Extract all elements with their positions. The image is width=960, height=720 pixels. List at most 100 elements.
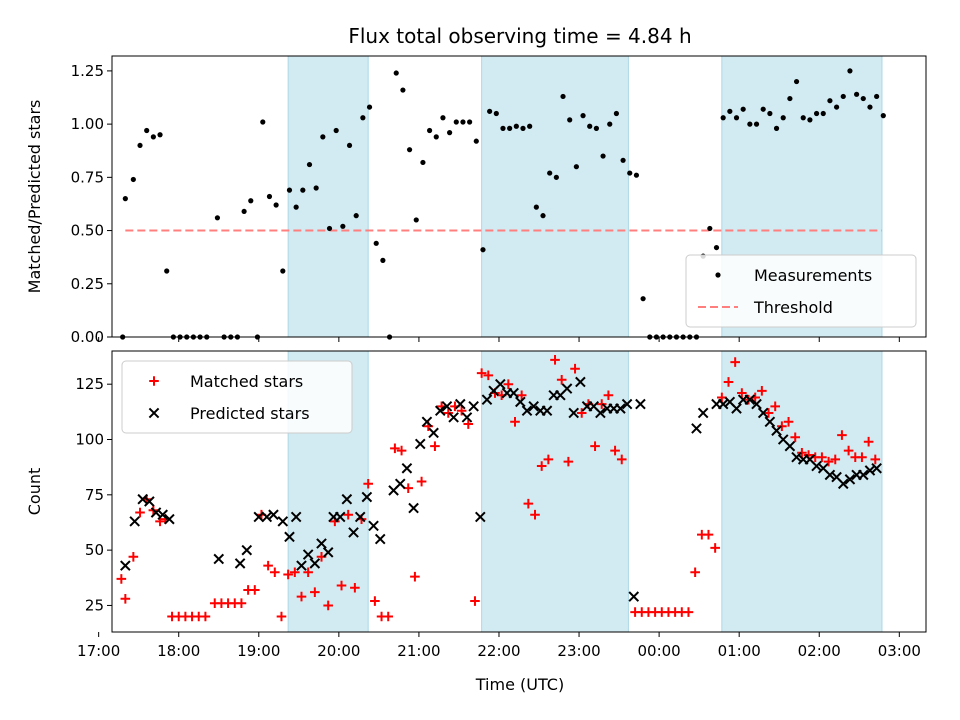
data-point <box>144 127 150 134</box>
data-point <box>757 407 769 419</box>
data-point <box>751 398 762 410</box>
data-point <box>309 558 321 569</box>
data-point <box>513 123 519 129</box>
data-point <box>322 547 334 558</box>
data-point <box>817 452 827 463</box>
data-point <box>346 142 353 149</box>
data-point <box>213 553 225 565</box>
data-point <box>811 460 822 472</box>
data-point <box>296 560 307 571</box>
y-tick-label: 100 <box>75 431 104 449</box>
data-point <box>760 106 766 112</box>
data-point <box>717 398 729 410</box>
data-point <box>481 394 493 405</box>
data-point <box>837 430 847 440</box>
data-point <box>720 115 726 121</box>
y-axis-label: Matched/Predicted stars <box>25 100 44 294</box>
data-point <box>461 412 473 423</box>
data-point <box>443 408 454 418</box>
data-point <box>353 213 359 219</box>
data-point <box>414 438 426 450</box>
data-point <box>241 208 247 215</box>
data-point <box>823 456 834 467</box>
data-point <box>540 213 546 219</box>
data-point <box>683 607 694 617</box>
data-point <box>523 498 534 509</box>
data-point <box>510 417 520 427</box>
data-point <box>744 394 756 405</box>
data-point <box>313 185 319 191</box>
data-point <box>844 474 856 485</box>
data-point <box>137 493 148 505</box>
data-point <box>361 491 373 503</box>
data-point <box>628 591 640 602</box>
data-point <box>633 172 640 178</box>
data-point <box>284 531 295 543</box>
data-point <box>137 142 143 149</box>
data-point <box>277 516 289 527</box>
data-point <box>433 134 439 140</box>
data-point <box>730 357 740 367</box>
data-point <box>713 244 720 251</box>
legend-box <box>121 360 353 434</box>
data-point <box>516 390 527 401</box>
data-point <box>421 416 433 428</box>
y-tick-label: 25 <box>85 596 104 614</box>
data-point <box>528 401 539 412</box>
data-point <box>556 374 567 385</box>
data-point <box>503 379 514 389</box>
data-point <box>150 507 162 518</box>
data-point <box>416 476 427 487</box>
data-point <box>827 98 833 104</box>
data-point <box>613 110 620 117</box>
data-point <box>833 104 840 110</box>
data-point <box>164 268 170 274</box>
data-point <box>587 123 593 129</box>
y-tick-label: 0.75 <box>71 168 104 186</box>
data-point <box>253 511 265 523</box>
data-point <box>390 443 400 454</box>
data-point <box>830 454 841 465</box>
data-point <box>320 134 326 140</box>
y-tick-label: 1.00 <box>71 115 104 133</box>
data-point <box>286 187 293 193</box>
data-point <box>723 377 734 387</box>
data-point <box>348 527 359 538</box>
x-tick-label: 01:00 <box>718 642 761 660</box>
data-point <box>731 403 742 414</box>
data-point <box>248 198 254 204</box>
chart-title: Flux total observing time = 4.84 h <box>348 24 691 48</box>
data-point <box>807 117 813 123</box>
data-point <box>596 399 607 409</box>
data-point <box>368 520 379 532</box>
data-point <box>273 202 279 208</box>
data-point <box>200 611 211 622</box>
data-point <box>393 70 399 76</box>
legend-label: Measurements <box>754 266 872 285</box>
data-point <box>363 478 374 489</box>
data-point <box>763 408 774 418</box>
data-point <box>547 170 553 176</box>
data-point <box>520 125 526 131</box>
data-point <box>590 441 600 451</box>
data-point <box>753 121 760 127</box>
data-point <box>690 567 700 578</box>
data-point <box>290 567 300 578</box>
data-point <box>410 571 420 582</box>
data-point <box>441 401 453 412</box>
data-point <box>157 509 169 521</box>
data-point <box>493 110 499 117</box>
data-point <box>764 416 776 428</box>
data-point <box>456 405 467 416</box>
data-point <box>241 544 253 556</box>
data-point <box>635 398 646 410</box>
data-point <box>341 493 353 505</box>
data-point <box>533 204 539 210</box>
data-point <box>261 511 273 523</box>
data-point <box>863 436 874 447</box>
top-panel: 0.00 0.25 0.50 0.75 1.00 1.25 Matched/Predicte… <box>25 55 927 346</box>
data-point <box>467 119 473 125</box>
data-point <box>129 516 140 527</box>
data-point <box>784 440 796 452</box>
data-point <box>553 174 559 180</box>
